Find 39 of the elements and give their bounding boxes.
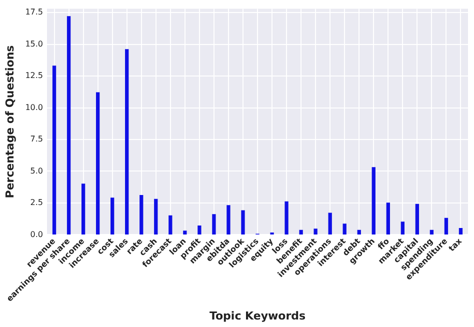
bar [372, 167, 376, 235]
bar [444, 218, 448, 235]
x-axis-title: Topic Keywords [209, 309, 306, 322]
bar [212, 214, 216, 235]
y-tick-label: 15.0 [25, 39, 44, 48]
bar [357, 230, 361, 235]
bar [140, 195, 144, 235]
x-tick-label: tax [447, 236, 464, 254]
bar [183, 230, 187, 235]
bar [415, 204, 420, 235]
y-tick-label: 0.0 [30, 230, 44, 239]
bar [66, 16, 71, 235]
bar [52, 66, 56, 235]
bar [198, 225, 202, 235]
bar [125, 49, 129, 235]
y-tick-label: 2.5 [30, 198, 44, 208]
bar [314, 228, 318, 235]
bar [386, 202, 390, 235]
bar [96, 92, 100, 235]
bar [430, 230, 434, 235]
bar [299, 230, 303, 235]
y-tick-label: 17.5 [25, 8, 44, 17]
bar [110, 198, 114, 235]
bar [400, 222, 405, 235]
bar [154, 198, 158, 235]
bar [342, 224, 346, 235]
bar [458, 228, 463, 235]
y-tick-label: 12.5 [25, 71, 44, 80]
y-tick-label: 7.5 [30, 134, 44, 144]
bar [284, 201, 288, 235]
bar [270, 232, 274, 235]
y-axis-title: Percentage of Questions [3, 44, 16, 198]
y-tick-label: 5.0 [30, 166, 44, 176]
y-tick-label: 10.0 [25, 102, 44, 112]
bar [168, 215, 172, 235]
bar [328, 212, 332, 235]
bar [226, 205, 230, 235]
bar [81, 184, 86, 235]
bar [241, 210, 245, 235]
